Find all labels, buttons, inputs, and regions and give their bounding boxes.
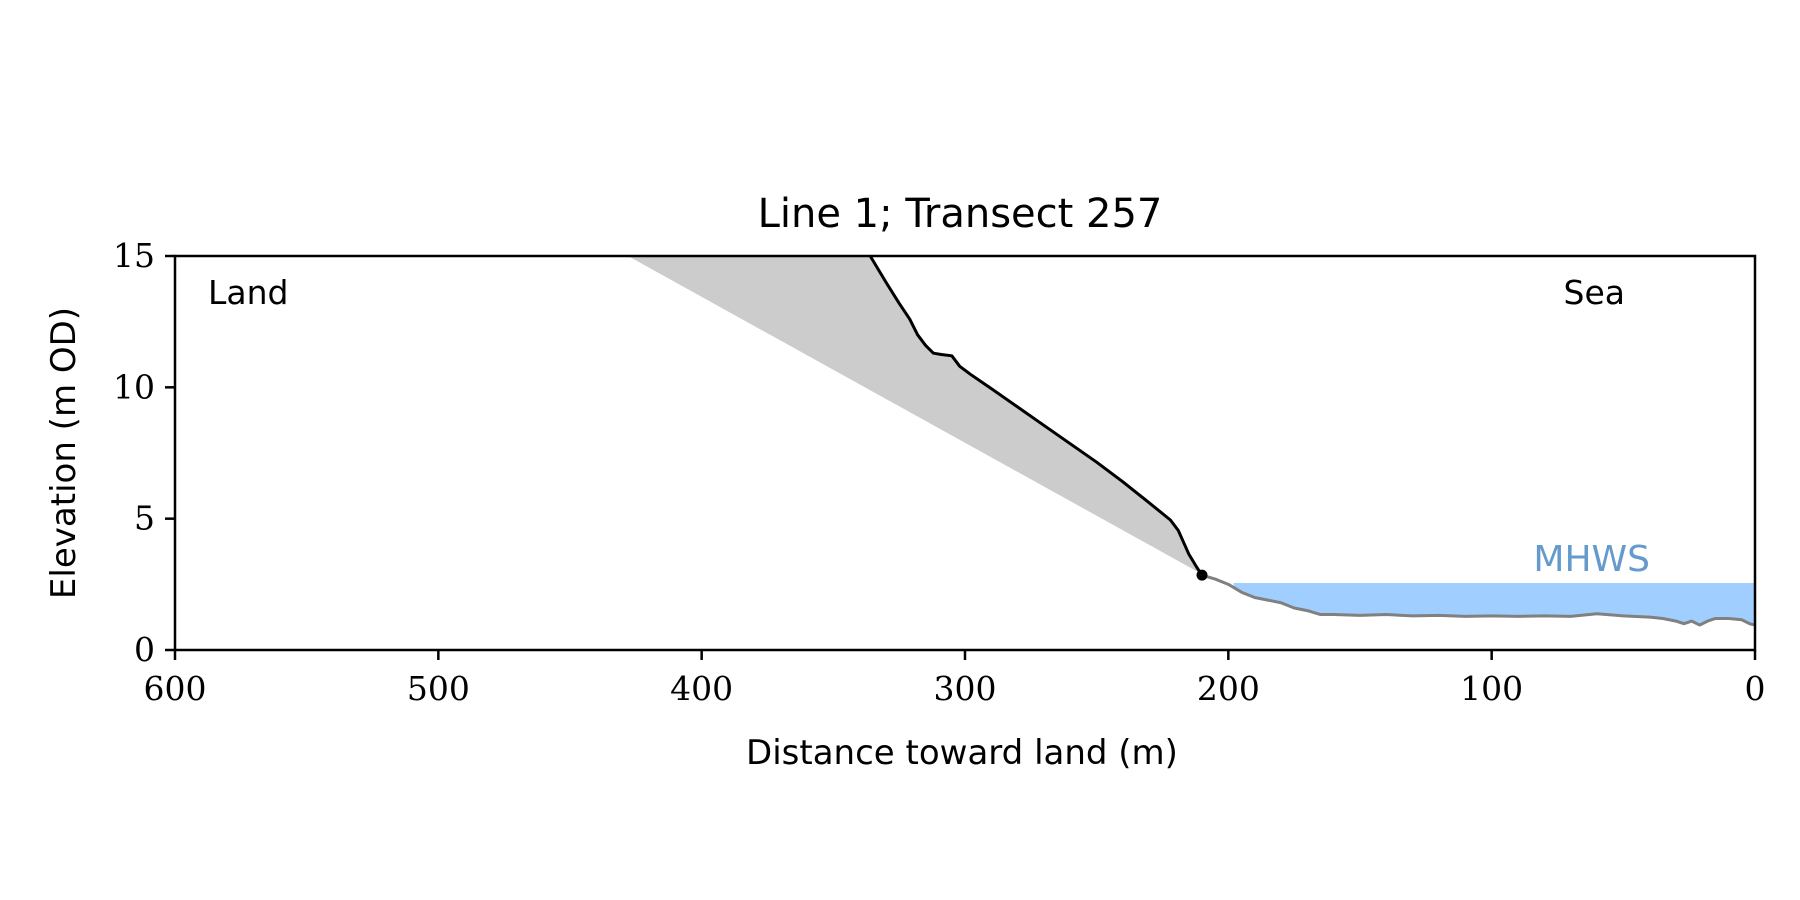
mhws-label: MHWS bbox=[1533, 539, 1650, 580]
chart-title: Line 1; Transect 257 bbox=[758, 191, 1163, 237]
cliff-profile-line bbox=[868, 255, 1204, 576]
y-axis-label: Elevation (m OD) bbox=[44, 307, 84, 599]
cliff-toe-marker bbox=[1196, 569, 1208, 581]
y-tick-label: 15 bbox=[113, 236, 155, 275]
y-axis: 0 5 10 15 bbox=[113, 236, 175, 669]
x-tick-label: 400 bbox=[670, 669, 733, 708]
projected-slope-area bbox=[627, 256, 1202, 576]
plot-area bbox=[627, 255, 1756, 627]
sea-label: Sea bbox=[1564, 273, 1625, 312]
x-tick-label: 600 bbox=[144, 669, 207, 708]
land-label: Land bbox=[208, 273, 288, 312]
foreshore-profile-line bbox=[1201, 573, 1756, 627]
x-tick-label: 0 bbox=[1745, 669, 1766, 708]
y-tick-label: 5 bbox=[134, 499, 155, 538]
x-tick-label: 200 bbox=[1197, 669, 1260, 708]
mhws-water-area bbox=[1233, 583, 1755, 626]
x-axis-label: Distance toward land (m) bbox=[746, 733, 1178, 773]
x-tick-label: 100 bbox=[1460, 669, 1523, 708]
x-tick-label: 300 bbox=[934, 669, 997, 708]
x-tick-label: 500 bbox=[407, 669, 470, 708]
x-axis: 600 500 400 300 200 100 0 bbox=[144, 650, 1766, 708]
y-tick-label: 0 bbox=[134, 630, 155, 669]
y-tick-label: 10 bbox=[113, 367, 155, 406]
